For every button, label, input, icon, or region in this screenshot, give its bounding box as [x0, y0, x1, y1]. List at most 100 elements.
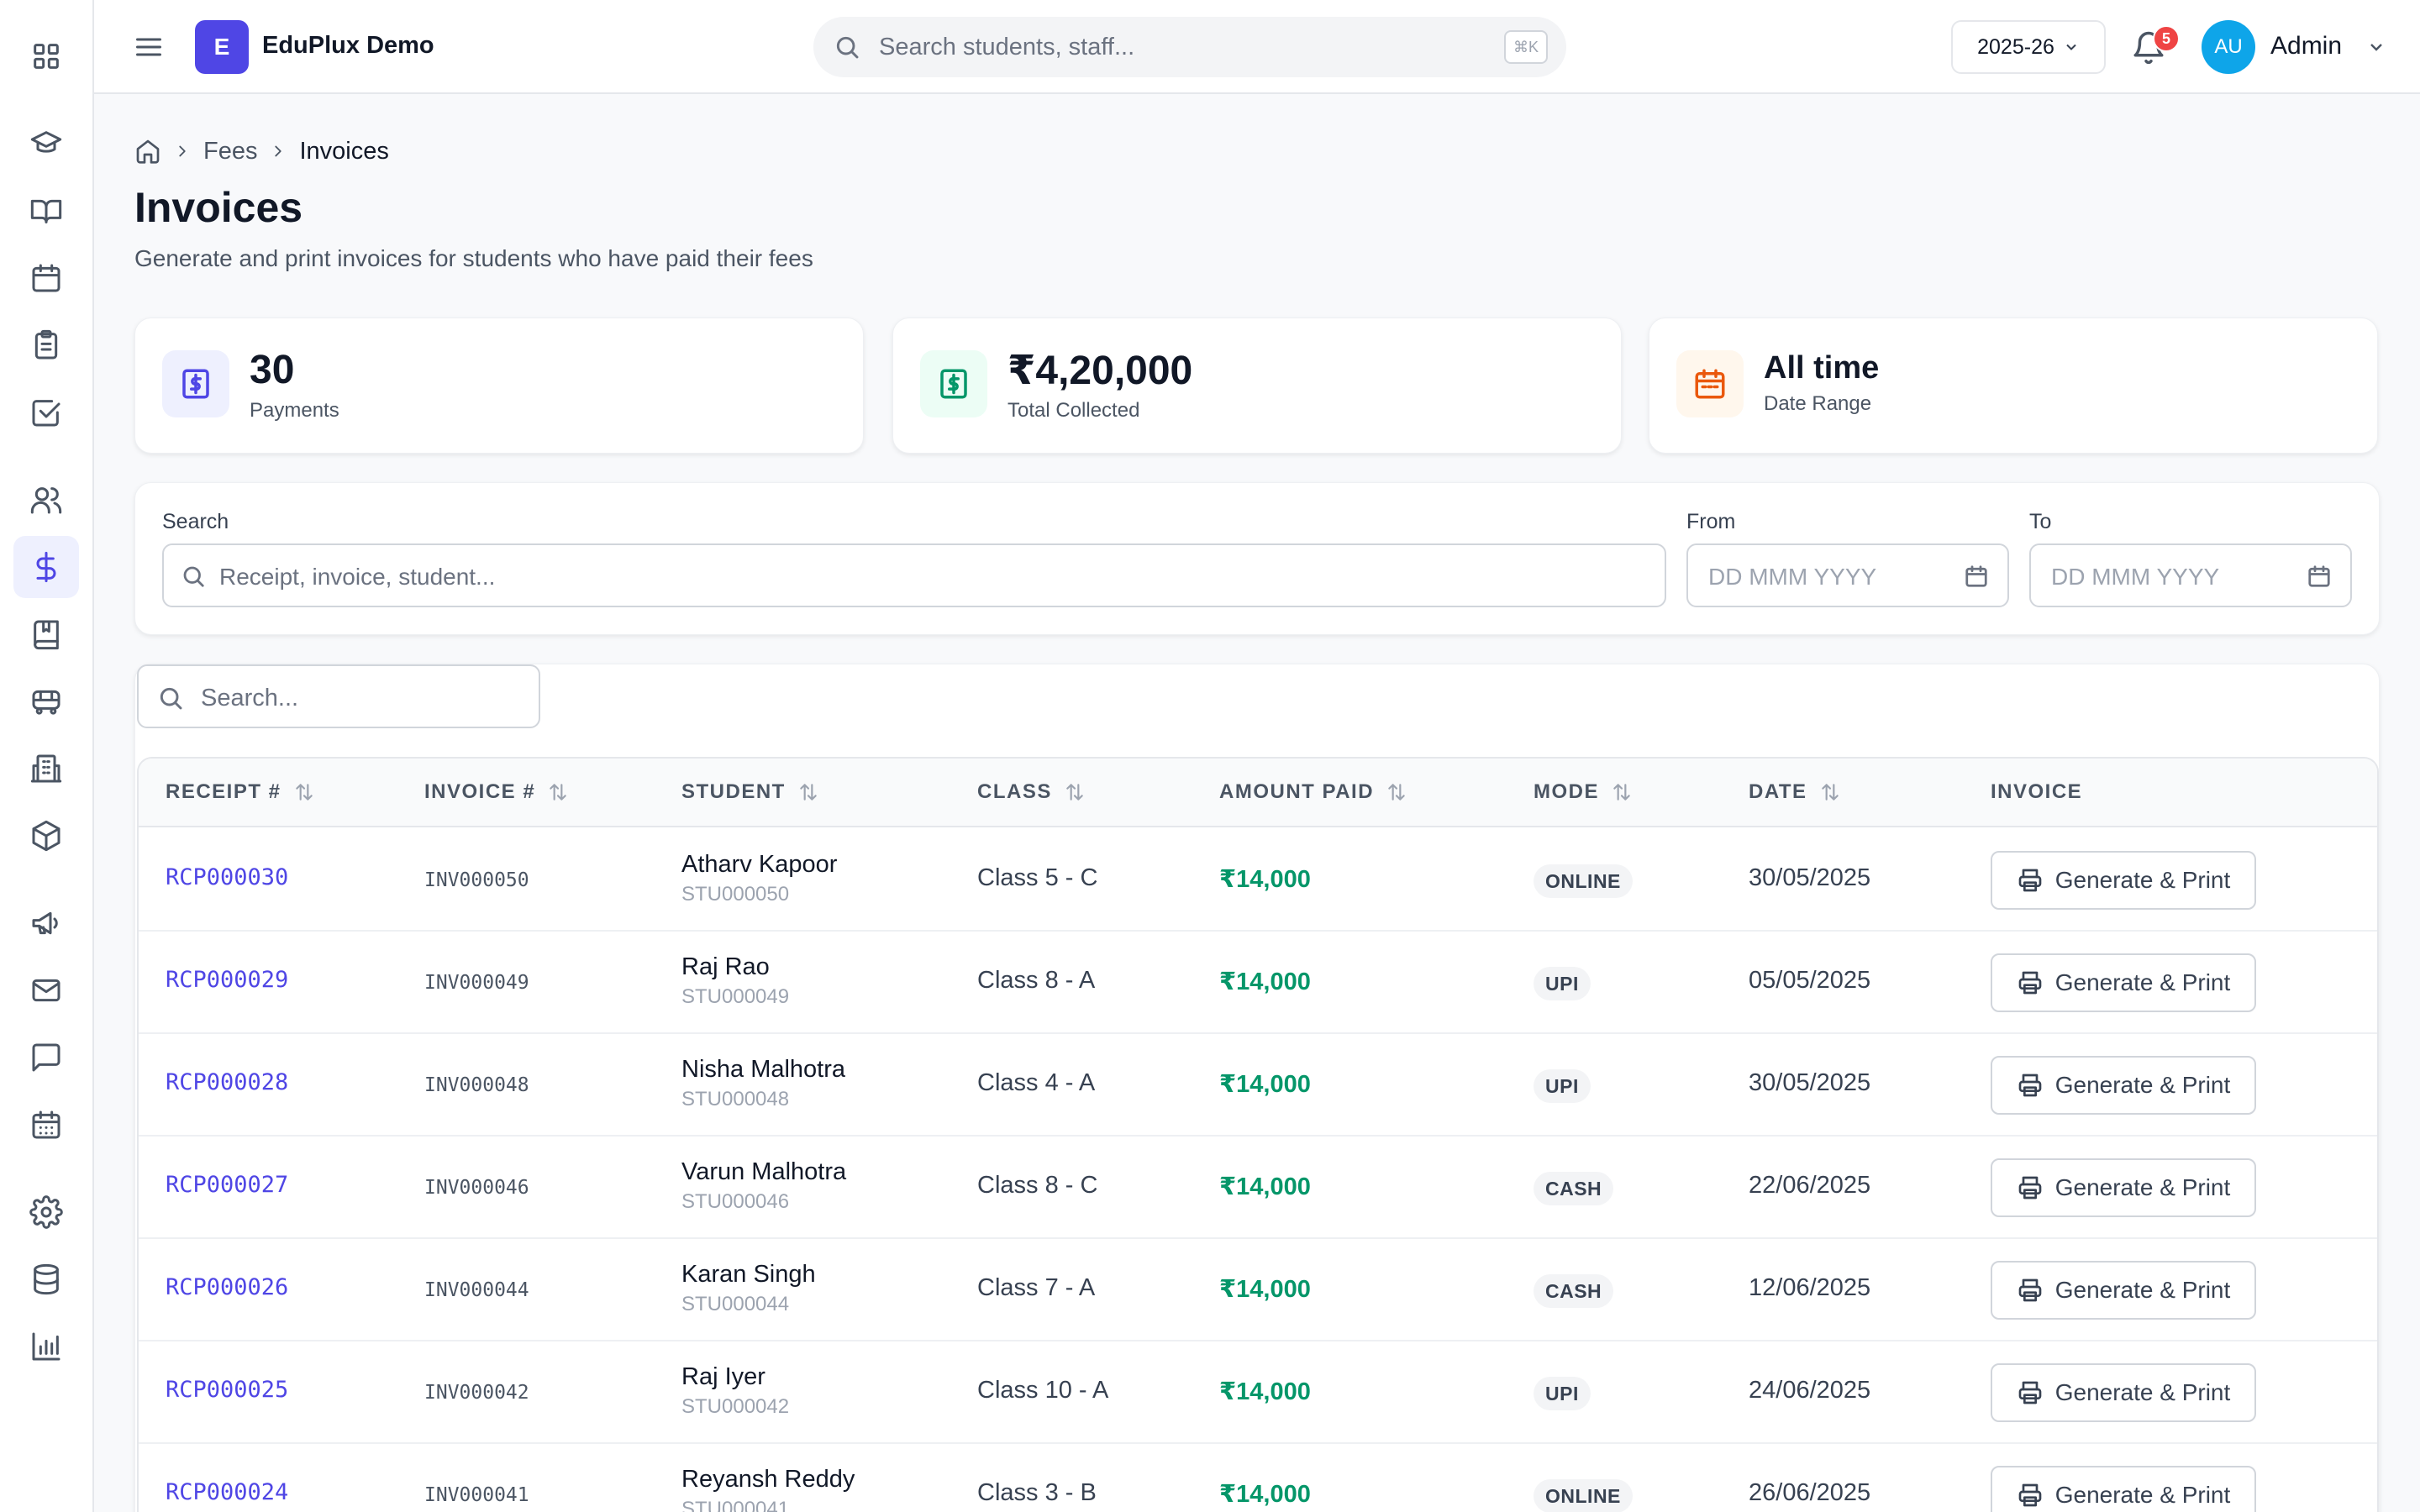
- student-class: Class 3 - B: [977, 1479, 1097, 1506]
- generate-print-button[interactable]: Generate & Print: [1991, 851, 2256, 910]
- student-id: STU000049: [681, 985, 790, 1008]
- bus-icon[interactable]: [13, 670, 79, 732]
- amount-paid: ₹14,000: [1219, 1276, 1311, 1303]
- breadcrumb-fees[interactable]: Fees: [203, 137, 258, 165]
- invoice-number: INV000050: [424, 869, 529, 891]
- student-id: STU000041: [681, 1498, 790, 1512]
- amount-paid: ₹14,000: [1219, 1173, 1311, 1200]
- megaphone-icon[interactable]: [13, 892, 79, 954]
- column-header-class[interactable]: CLASS: [977, 780, 1086, 804]
- payment-date: 12/06/2025: [1749, 1274, 1871, 1301]
- table-row: RCP000027 INV000046 Varun Malhotra STU00004…: [139, 1137, 2377, 1239]
- generate-print-button[interactable]: Generate & Print: [1991, 1158, 2256, 1217]
- column-header-receipt[interactable]: RECEIPT #: [166, 780, 315, 804]
- library-book-icon[interactable]: [13, 603, 79, 665]
- user-menu-chevron-icon[interactable]: [2366, 37, 2386, 57]
- table-header: RECEIPT # INVOICE # STUDENT CLASS AMOUNT…: [139, 759, 2377, 827]
- generate-print-label: Generate & Print: [2054, 1174, 2231, 1200]
- receipt-link[interactable]: RCP000025: [166, 1377, 289, 1403]
- printer-icon: [2018, 1074, 2042, 1097]
- column-header-date[interactable]: DATE: [1749, 780, 1841, 804]
- receipt-link[interactable]: RCP000028: [166, 1069, 289, 1095]
- receipt-link[interactable]: RCP000030: [166, 864, 289, 890]
- student-name: Raj Iyer: [681, 1363, 765, 1390]
- message-icon[interactable]: [13, 1026, 79, 1089]
- generate-print-label: Generate & Print: [2054, 969, 2231, 995]
- student-class: Class 7 - A: [977, 1274, 1096, 1301]
- receipt-link[interactable]: RCP000027: [166, 1172, 289, 1198]
- printer-icon: [2018, 971, 2042, 995]
- academic-year-select[interactable]: 2025-26: [1951, 20, 2106, 74]
- notifications-button[interactable]: 5: [2128, 25, 2180, 69]
- sort-icon: [295, 784, 313, 801]
- payment-date: 05/05/2025: [1749, 967, 1871, 994]
- filter-search-input[interactable]: Receipt, invoice, student...: [162, 543, 1666, 607]
- database-icon[interactable]: [13, 1248, 79, 1310]
- amount-paid: ₹14,000: [1219, 1481, 1311, 1508]
- to-date-input[interactable]: DD MMM YYYY: [2029, 543, 2352, 607]
- column-header-student[interactable]: STUDENT: [681, 780, 819, 804]
- calendar-days-icon[interactable]: [13, 1094, 79, 1156]
- dashboard-icon[interactable]: [13, 25, 79, 87]
- generate-print-button[interactable]: Generate & Print: [1991, 953, 2256, 1012]
- receipt-link[interactable]: RCP000026: [166, 1274, 289, 1300]
- sort-icon: [550, 784, 566, 801]
- graduation-cap-icon[interactable]: [13, 113, 79, 175]
- search-icon: [183, 566, 204, 587]
- from-date-placeholder: DD MMM YYYY: [1708, 564, 1877, 590]
- payment-date: 26/06/2025: [1749, 1479, 1871, 1506]
- student-id: STU000046: [681, 1190, 790, 1213]
- generate-print-button[interactable]: Generate & Print: [1991, 1466, 2256, 1512]
- page-subtitle: Generate and print invoices for students…: [134, 245, 813, 271]
- clipboard-icon[interactable]: [13, 314, 79, 376]
- calendar-icon[interactable]: [2307, 564, 2332, 589]
- generate-print-button[interactable]: Generate & Print: [1991, 1056, 2256, 1115]
- breadcrumb-invoices: Invoices: [299, 137, 389, 165]
- invoice-number: INV000042: [424, 1382, 529, 1404]
- package-icon[interactable]: [13, 805, 79, 867]
- settings-icon[interactable]: [13, 1181, 79, 1243]
- building-icon[interactable]: [13, 738, 79, 800]
- invoice-number: INV000044: [424, 1279, 529, 1301]
- calendar-icon[interactable]: [1964, 564, 1989, 589]
- table-row: RCP000029 INV000049 Raj Rao STU000049 Class …: [139, 932, 2377, 1034]
- check-square-icon[interactable]: [13, 381, 79, 444]
- printer-icon: [2018, 1278, 2042, 1302]
- home-icon[interactable]: [134, 138, 161, 165]
- column-header-invoice[interactable]: INVOICE #: [424, 780, 569, 804]
- filter-search-placeholder: Receipt, invoice, student...: [219, 564, 496, 590]
- user-name[interactable]: Admin: [2270, 32, 2343, 60]
- menu-toggle-icon[interactable]: [133, 30, 165, 64]
- payment-date: 30/05/2025: [1749, 864, 1871, 891]
- invoice-number: INV000048: [424, 1074, 529, 1096]
- dollar-icon[interactable]: [13, 536, 79, 598]
- payment-mode-badge: CASH: [1534, 1172, 1614, 1205]
- generate-print-label: Generate & Print: [2054, 1379, 2231, 1405]
- generate-print-button[interactable]: Generate & Print: [1991, 1261, 2256, 1320]
- bar-chart-icon[interactable]: [13, 1315, 79, 1378]
- student-name: Varun Malhotra: [681, 1158, 847, 1185]
- generate-print-button[interactable]: Generate & Print: [1991, 1363, 2256, 1422]
- users-icon[interactable]: [13, 469, 79, 531]
- column-header-mode[interactable]: MODE: [1534, 780, 1633, 804]
- from-field-label: From: [1686, 510, 1736, 533]
- student-class: Class 8 - C: [977, 1172, 1098, 1199]
- search-shortcut-badge: ⌘K: [1504, 30, 1548, 64]
- book-open-icon[interactable]: [13, 180, 79, 242]
- mail-icon[interactable]: [13, 959, 79, 1021]
- amount-paid: ₹14,000: [1219, 969, 1311, 995]
- avatar[interactable]: AU: [2202, 20, 2255, 74]
- receipt-link[interactable]: RCP000024: [166, 1479, 289, 1505]
- sort-icon: [800, 784, 817, 801]
- receipt-link[interactable]: RCP000029: [166, 967, 289, 993]
- global-search-input[interactable]: Search students, staff... ⌘K: [813, 17, 1566, 77]
- student-name: Karan Singh: [681, 1261, 816, 1288]
- column-header-amount-paid[interactable]: AMOUNT PAID: [1219, 780, 1407, 804]
- from-date-input[interactable]: DD MMM YYYY: [1686, 543, 2009, 607]
- receipt-dollar-icon: [162, 350, 229, 417]
- invoice-number: INV000041: [424, 1484, 529, 1506]
- payment-mode-badge: CASH: [1534, 1274, 1614, 1308]
- table-search-input[interactable]: Search...: [137, 664, 540, 728]
- stat-card-date-range: All time Date Range: [1649, 318, 2378, 454]
- calendar-icon[interactable]: [13, 247, 79, 309]
